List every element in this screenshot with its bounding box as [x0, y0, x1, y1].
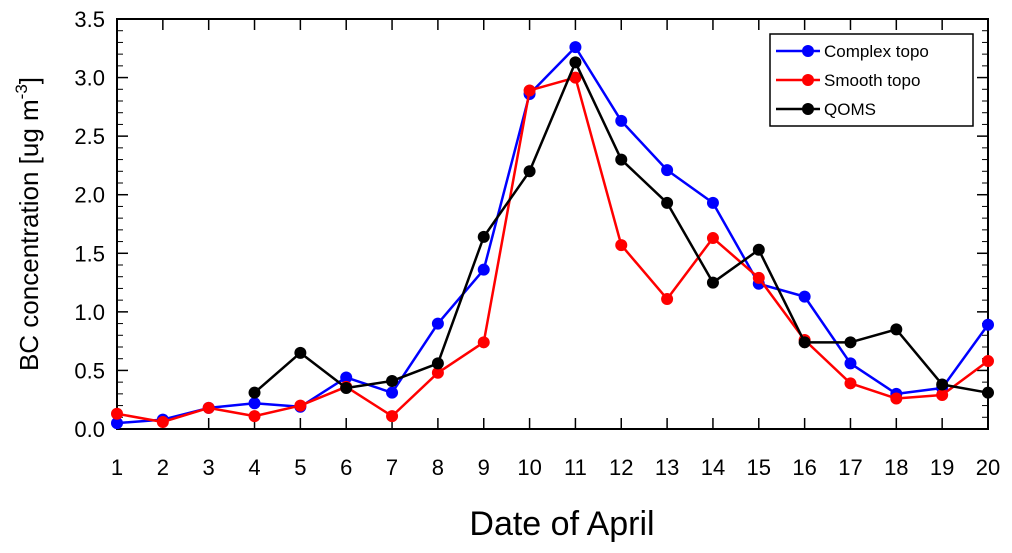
x-tick-label: 9 — [478, 455, 490, 480]
data-point — [661, 164, 674, 177]
y-tick-label: 2.5 — [74, 124, 105, 149]
data-point — [477, 230, 490, 243]
legend-label: QOMS — [824, 100, 876, 119]
data-point — [982, 318, 994, 331]
data-point — [706, 232, 719, 245]
data-point — [477, 336, 490, 349]
data-point — [982, 355, 994, 368]
y-tick-label: 2.0 — [74, 183, 105, 208]
y-axis-title-end: ] — [14, 77, 44, 84]
legend-entry: QOMS — [776, 100, 876, 119]
x-tick-label: 1 — [111, 455, 123, 480]
data-point — [752, 243, 765, 256]
x-tick-label: 6 — [340, 455, 352, 480]
series-line — [116, 45, 990, 425]
data-point — [294, 346, 307, 359]
y-tick-label: 3.0 — [74, 66, 105, 91]
data-point — [248, 397, 261, 410]
data-point — [431, 366, 444, 379]
x-tick-label: 20 — [976, 455, 1000, 480]
data-point — [386, 386, 399, 399]
data-point — [386, 410, 399, 423]
x-axis-title: Date of April — [469, 505, 654, 543]
data-point — [111, 407, 123, 420]
legend-label: Smooth topo — [824, 71, 920, 90]
series-qoms — [248, 56, 994, 399]
y-tick-label: 0.5 — [74, 358, 105, 383]
data-point — [936, 389, 949, 402]
data-point — [844, 357, 857, 370]
data-point — [890, 392, 903, 405]
x-tick-label: 19 — [930, 455, 954, 480]
data-point — [523, 165, 536, 178]
x-tick-label: 13 — [655, 455, 679, 480]
legend-entry: Smooth topo — [776, 71, 920, 90]
axis-ticks: 0.00.51.01.52.02.53.03.51 2 3 4 5 6 7 8 9 10 11 12 1… — [74, 7, 1000, 480]
data-point — [844, 377, 857, 390]
y-tick-label: 1.0 — [74, 300, 105, 325]
legend-marker — [802, 45, 814, 57]
data-point — [706, 196, 719, 209]
y-tick-label: 0.0 — [74, 417, 105, 442]
x-tick-label: 3 — [203, 455, 215, 480]
data-point — [615, 239, 628, 252]
data-point — [936, 378, 949, 391]
plot-frame — [116, 18, 989, 430]
data-point — [569, 41, 582, 54]
data-point — [477, 263, 490, 276]
y-axis-title: BC concentration [ug m-3] — [12, 77, 44, 371]
data-point — [615, 114, 628, 127]
data-point — [569, 56, 582, 69]
x-tick-label: 15 — [747, 455, 771, 480]
x-tick-label: 17 — [838, 455, 862, 480]
x-tick-label: 4 — [248, 455, 260, 480]
data-point — [202, 401, 215, 414]
x-tick-label: 2 — [157, 455, 169, 480]
data-point — [431, 357, 444, 370]
x-tick-label: 16 — [792, 455, 816, 480]
legend-items: Complex topo Smooth topo QOMS — [776, 42, 929, 119]
data-point — [661, 292, 674, 305]
legend-marker — [802, 103, 814, 115]
y-axis-title-sup: -3 — [12, 84, 31, 99]
legend: Complex topo Smooth topo QOMS — [769, 33, 974, 127]
data-point — [248, 410, 261, 423]
y-axis-title-main: BC concentration [ug m — [14, 99, 44, 371]
x-tick-label: 8 — [432, 455, 444, 480]
x-tick-label: 12 — [609, 455, 633, 480]
data-point — [340, 371, 353, 384]
data-point — [982, 386, 994, 399]
data-point — [661, 196, 674, 209]
legend-entry: Complex topo — [776, 42, 929, 61]
x-tick-label: 5 — [294, 455, 306, 480]
x-tick-label: 10 — [517, 455, 541, 480]
legend-marker — [802, 74, 814, 86]
y-tick-label: 1.5 — [74, 241, 105, 266]
legend-label: Complex topo — [824, 42, 929, 61]
series-line — [116, 76, 989, 424]
data-point — [569, 71, 582, 84]
data-point — [798, 290, 811, 303]
data-point — [798, 336, 811, 349]
x-tick-label: 18 — [884, 455, 908, 480]
data-point — [111, 417, 123, 430]
x-tick-label: 14 — [701, 455, 725, 480]
data-point — [523, 84, 536, 97]
data-point — [294, 399, 307, 412]
data-point — [386, 374, 399, 387]
data-point — [248, 386, 261, 399]
x-tick-label: 7 — [386, 455, 398, 480]
data-point — [340, 382, 353, 394]
data-point — [752, 271, 765, 284]
data-point — [890, 323, 903, 336]
y-tick-label: 3.5 — [74, 7, 105, 32]
x-tick-label: 11 — [564, 455, 587, 480]
data-point — [156, 415, 169, 428]
series-layer — [111, 41, 994, 430]
data-point — [706, 276, 719, 289]
data-point — [844, 336, 857, 349]
data-point — [615, 153, 628, 166]
data-point — [431, 317, 444, 330]
